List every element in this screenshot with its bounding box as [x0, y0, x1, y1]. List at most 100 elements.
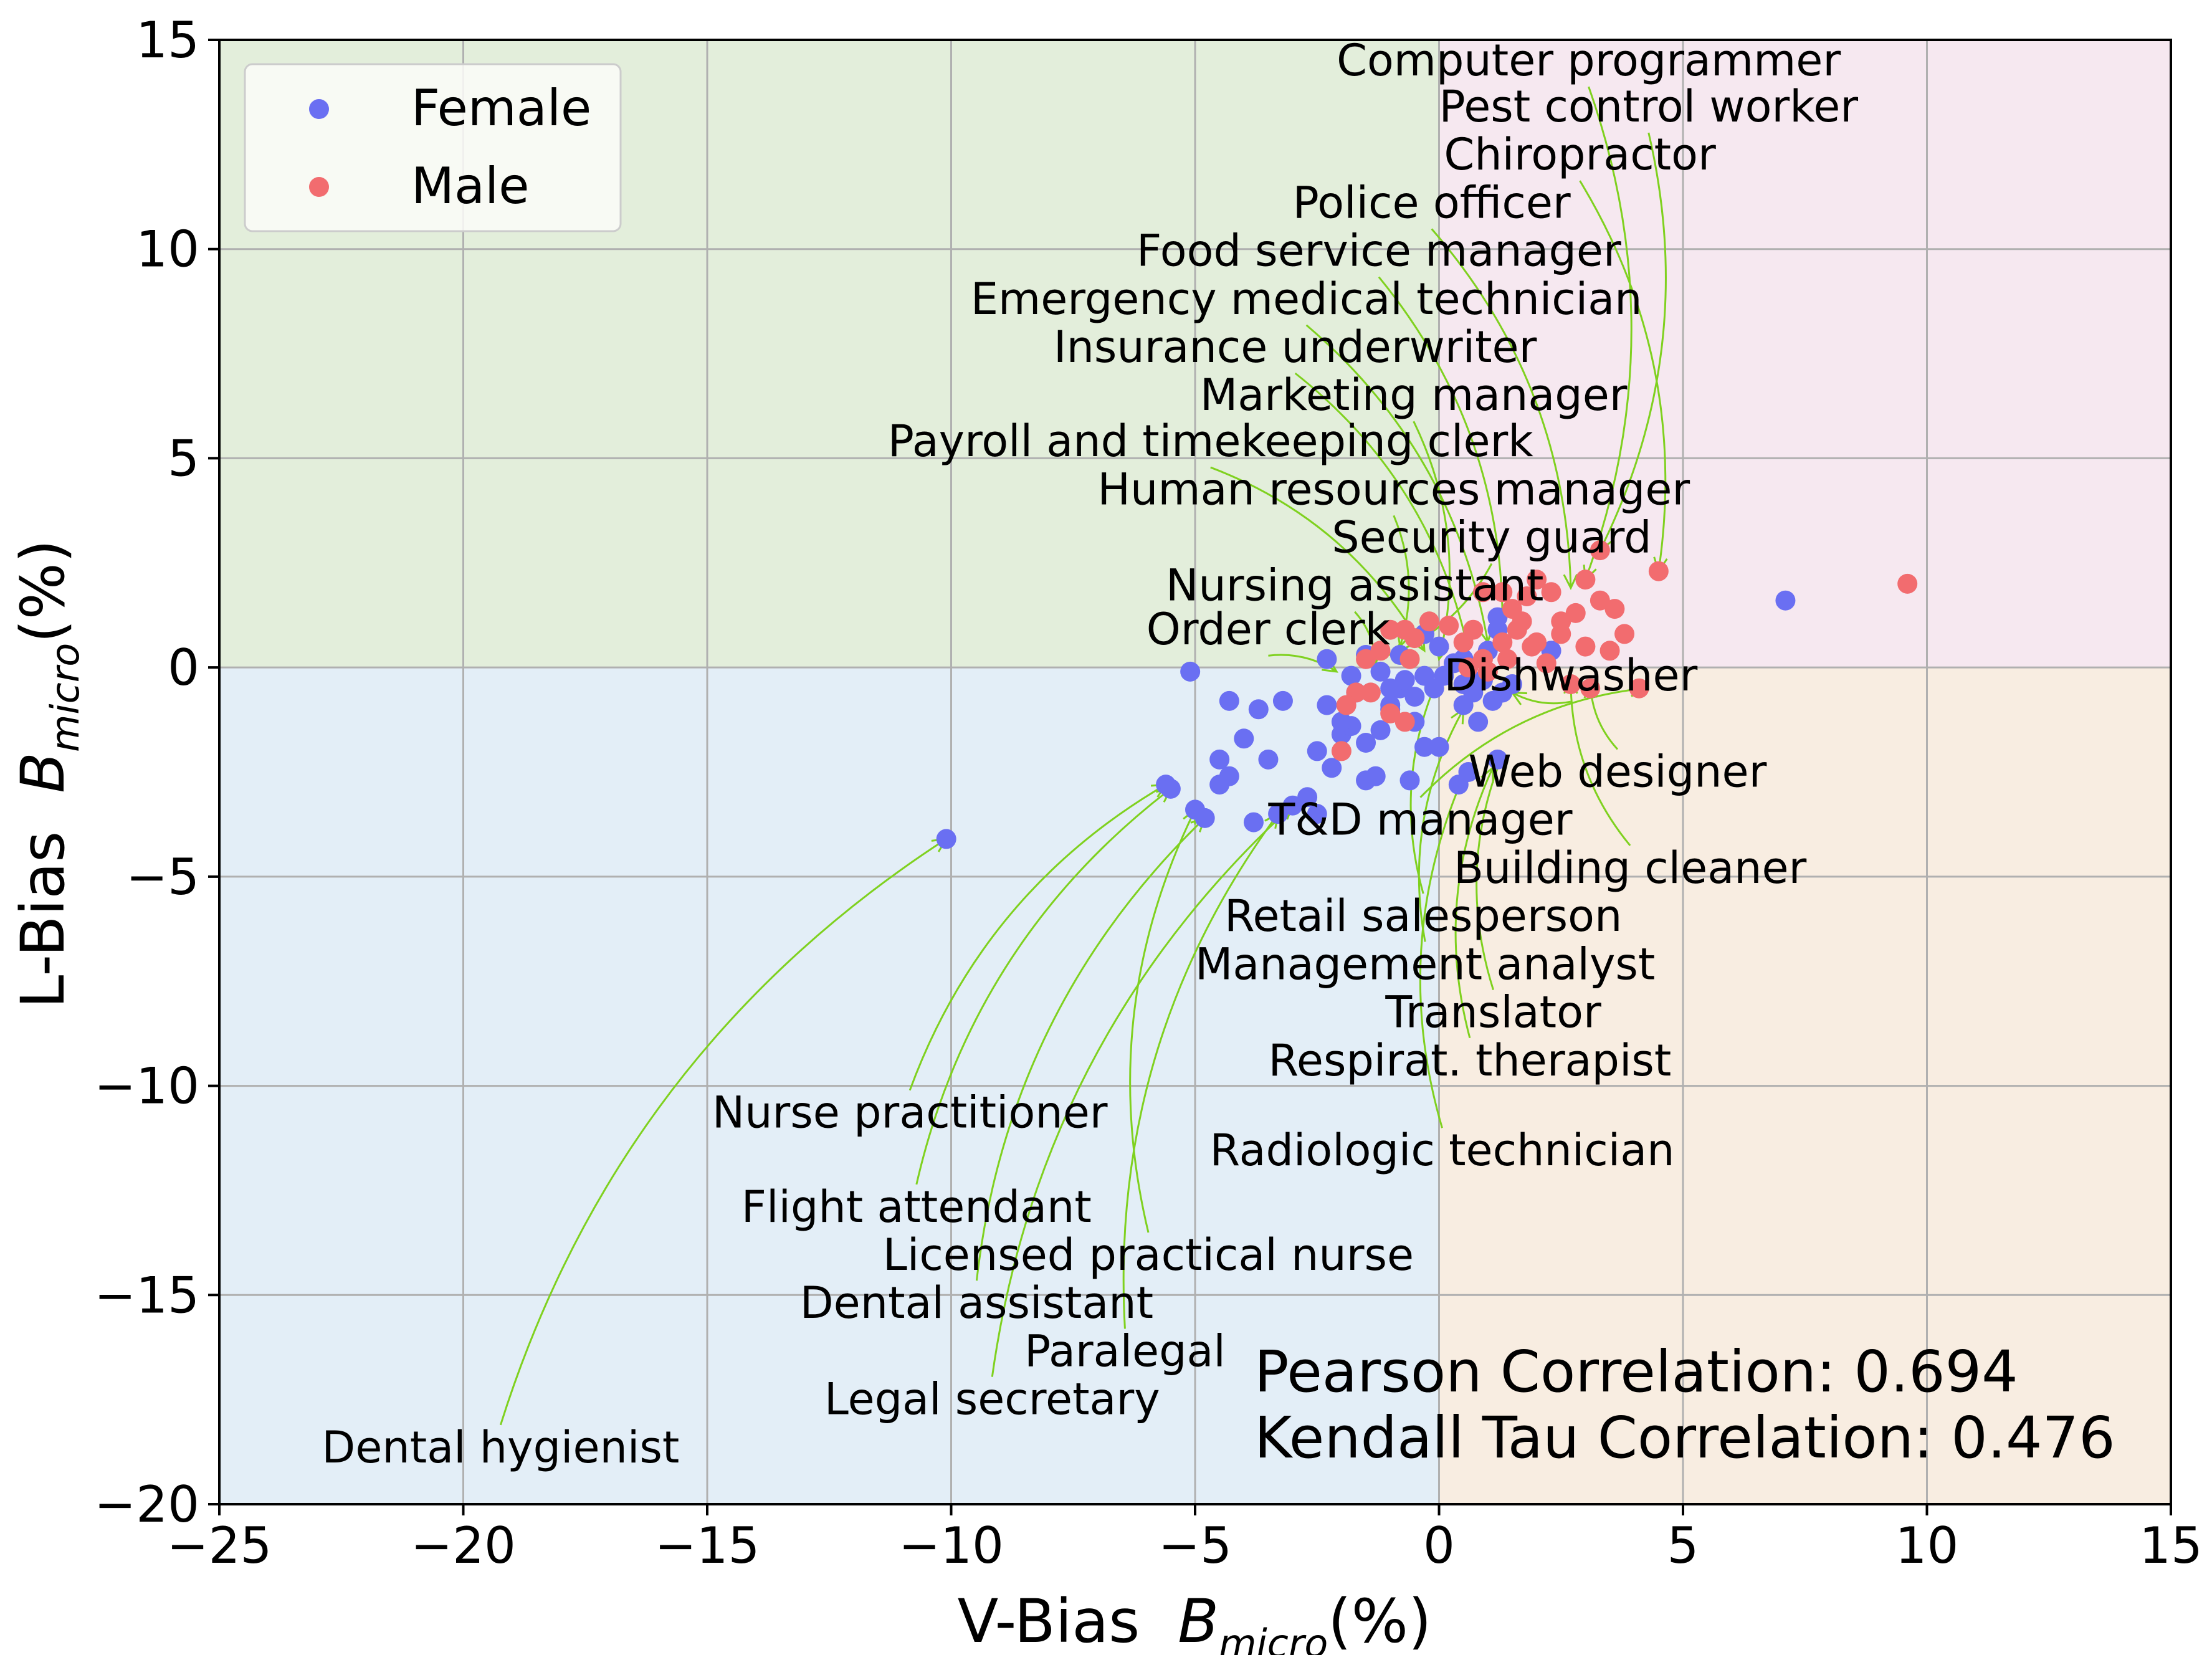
x-axis-title-suffix: (%) — [1328, 1586, 1431, 1655]
point-male-45 — [1551, 611, 1571, 632]
point-male-12 — [1517, 586, 1537, 606]
x-tick-label-7: 10 — [1895, 1517, 1959, 1575]
annotation-label-13: Dishwasher — [1444, 650, 1697, 701]
annotation-label-17: Retail salesperson — [1224, 890, 1622, 942]
data-points — [936, 540, 1918, 849]
x-tick-label-4: −5 — [1158, 1517, 1232, 1575]
y-tick-label-7: 15 — [136, 11, 199, 69]
kendall-correlation-text: Kendall Tau Correlation: 0.476 — [1254, 1405, 2115, 1471]
annotation-arrow-1 — [1599, 132, 1667, 551]
x-axis-title-main: V-Bias — [958, 1586, 1178, 1655]
point-female-34 — [1341, 665, 1361, 686]
point-male-20 — [1629, 678, 1649, 699]
point-male-18 — [1560, 674, 1581, 694]
point-female-2 — [1160, 778, 1181, 799]
annotation-label-23: Flight attendant — [741, 1181, 1092, 1233]
annotation-label-9: Human resources manager — [1097, 464, 1690, 515]
x-tick-label-6: 5 — [1667, 1517, 1699, 1575]
point-female-54 — [1487, 607, 1508, 627]
annotation-label-28: Dental hygienist — [322, 1422, 679, 1473]
y-axis-title-subscript: micro — [42, 643, 88, 752]
point-male-2 — [1590, 540, 1610, 561]
point-male-30 — [1394, 619, 1415, 640]
point-female-37 — [1380, 678, 1401, 699]
annotation-label-4: Food service manager — [1137, 226, 1621, 277]
y-tick-label-1: −15 — [94, 1266, 199, 1324]
annotation-label-1: Pest control worker — [1439, 81, 1859, 132]
point-female-29 — [1414, 737, 1435, 757]
x-tick-label-0: −25 — [167, 1517, 272, 1575]
point-male-36 — [1380, 703, 1401, 723]
annotation-arrow-4 — [1378, 276, 1504, 626]
point-female-16 — [1307, 741, 1327, 761]
y-tick-label-4: 0 — [168, 639, 199, 697]
point-female-22 — [1365, 766, 1386, 786]
point-female-15 — [1307, 804, 1327, 824]
point-female-38 — [1394, 670, 1415, 690]
point-female-64 — [1331, 712, 1352, 732]
point-female-6 — [1219, 766, 1239, 786]
point-female-8 — [1234, 728, 1254, 749]
annotation-arrow-26 — [1122, 813, 1279, 1329]
point-male-38 — [1336, 695, 1356, 715]
point-female-33 — [1317, 649, 1337, 669]
point-male-41 — [1458, 657, 1479, 678]
annotation-label-27: Legal secretary — [824, 1374, 1160, 1425]
y-tick-label-2: −10 — [94, 1057, 199, 1115]
point-female-67 — [1775, 590, 1796, 611]
annotation-arrow-18 — [1418, 708, 1464, 942]
point-male-8 — [1565, 603, 1586, 623]
legend-marker-female — [309, 99, 329, 119]
legend-label-male: Male — [411, 157, 530, 215]
point-female-51 — [1468, 712, 1489, 732]
point-male-19 — [1580, 678, 1601, 699]
y-axis-title: L-Bias Bmicro(%) — [8, 540, 88, 1009]
annotation-arrow-8 — [1210, 466, 1426, 652]
annotation-arrow-3 — [1431, 228, 1572, 588]
annotation-arrowhead-3 — [1563, 574, 1578, 591]
point-male-22 — [1492, 632, 1513, 652]
point-female-50 — [1453, 695, 1474, 715]
point-female-57 — [1458, 762, 1479, 782]
point-female-25 — [1370, 720, 1391, 740]
point-female-17 — [1322, 758, 1342, 778]
point-male-25 — [1453, 632, 1474, 652]
y-tick-label-0: −20 — [94, 1476, 199, 1533]
point-female-32 — [1219, 690, 1239, 711]
point-female-14 — [1268, 804, 1289, 824]
point-male-28 — [1419, 611, 1439, 632]
annotation-arrow-21 — [1419, 776, 1465, 1128]
point-female-30 — [1429, 737, 1449, 757]
point-male-11 — [1541, 582, 1561, 603]
point-female-31 — [1180, 661, 1201, 682]
point-female-23 — [1399, 770, 1420, 791]
point-female-13 — [1297, 787, 1318, 808]
x-tick-label-3: −10 — [899, 1517, 1004, 1575]
point-male-3 — [1575, 570, 1596, 590]
y-tick-label-6: 10 — [136, 221, 199, 279]
x-axis-title: V-Bias Bmicro(%) — [958, 1586, 1432, 1655]
x-axis-title-subscript: micro — [1219, 1621, 1328, 1655]
annotation-arrow-2 — [1579, 180, 1667, 571]
annotation-label-0: Computer programmer — [1337, 35, 1841, 86]
point-male-17 — [1536, 653, 1557, 674]
x-tick-label-2: −15 — [655, 1517, 760, 1575]
annotation-label-6: Insurance underwriter — [1054, 322, 1537, 373]
annotation-label-5: Emergency medical technician — [971, 274, 1642, 325]
point-male-6 — [1614, 624, 1635, 644]
point-male-40 — [1399, 649, 1420, 669]
legend: Female Male — [244, 63, 622, 232]
annotation-arrow-15 — [1419, 687, 1644, 798]
annotation-label-14: Web designer — [1468, 746, 1766, 798]
point-male-1 — [1648, 561, 1669, 581]
point-female-12 — [1282, 795, 1303, 816]
annotation-label-21: Radiologic technician — [1209, 1125, 1674, 1176]
annotation-arrow-13 — [1512, 692, 1571, 705]
point-female-49 — [1502, 674, 1522, 694]
legend-marker-male — [309, 177, 329, 197]
annotation-arrow-0 — [1584, 86, 1633, 580]
point-male-39 — [1331, 741, 1352, 761]
